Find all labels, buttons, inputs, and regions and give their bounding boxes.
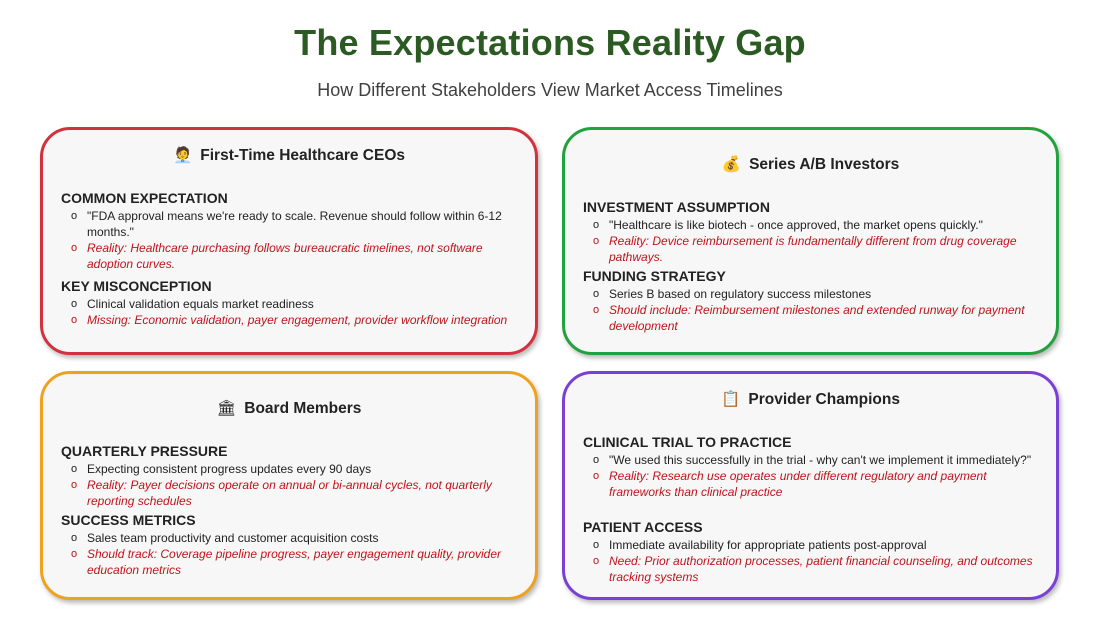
card-title: Series A/B Investors <box>749 156 900 173</box>
list-item: o Should include: Reimbursement milestone… <box>583 302 1038 334</box>
list-item: o Should track: Coverage pipeline progres… <box>61 546 517 578</box>
section-funding-strategy: FUNDING STRATEGY o Series B based on regu… <box>583 267 1038 334</box>
section-clinical-trial: CLINICAL TRIAL TO PRACTICE o "We used thi… <box>583 433 1038 500</box>
section-title: INVESTMENT ASSUMPTION <box>583 199 770 215</box>
list-item: o Expecting consistent progress updates e… <box>61 461 517 477</box>
money-bag-icon: 💰 <box>721 156 742 173</box>
item-text: Clinical validation equals market readin… <box>87 297 314 311</box>
item-text: Should include: Reimbursement milestones… <box>609 303 1025 333</box>
bullet: o <box>593 555 600 567</box>
list-item: o "FDA approval means we're ready to scal… <box>61 208 517 240</box>
card-header: 💰 Series A/B Investors <box>565 155 1056 174</box>
page-title: The Expectations Reality Gap <box>294 22 806 63</box>
section-title: KEY MISCONCEPTION <box>61 278 212 294</box>
list-item: o Series B based on regulatory success mi… <box>583 286 1038 302</box>
section-title: COMMON EXPECTATION <box>61 190 228 206</box>
section-title: SUCCESS METRICS <box>61 512 196 528</box>
bullet: o <box>71 314 78 326</box>
list-item: o Reality: Research use operates under di… <box>583 468 1038 500</box>
person-icon: 🧑‍💼 <box>172 147 193 164</box>
clipboard-medical-icon: 📋 <box>721 391 741 408</box>
list-item: o Clinical validation equals market readi… <box>61 296 517 312</box>
list-item: o Sales team productivity and customer ac… <box>61 530 517 546</box>
section-quarterly-pressure: QUARTERLY PRESSURE o Expecting consistent… <box>61 442 517 509</box>
item-text: Should track: Coverage pipeline progress… <box>87 547 502 577</box>
list-item: o Immediate availability for appropriate … <box>583 537 1038 553</box>
section-success-metrics: SUCCESS METRICS o Sales team productivity… <box>61 511 517 578</box>
item-text: Reality: Device reimbursement is fundame… <box>609 234 1017 264</box>
bullet: o <box>71 548 78 560</box>
list-item: o "Healthcare is like biotech - once appr… <box>583 217 1038 233</box>
card-providers: 📋 Provider Champions CLINICAL TRIAL TO PR… <box>562 371 1059 600</box>
card-header: 🏛 Board Members <box>43 399 535 418</box>
page-subtitle: How Different Stakeholders View Market A… <box>317 80 783 100</box>
list-item: o Need: Prior authorization processes, pa… <box>583 553 1038 585</box>
section-title: PATIENT ACCESS <box>583 519 703 535</box>
item-text: "Healthcare is like biotech - once appro… <box>609 218 983 232</box>
item-text: Immediate availability for appropriate p… <box>609 538 927 552</box>
card-title: Provider Champions <box>748 391 900 408</box>
bullet: o <box>71 242 78 254</box>
section-title: CLINICAL TRIAL TO PRACTICE <box>583 434 792 450</box>
list-item: o Reality: Device reimbursement is fundam… <box>583 233 1038 265</box>
card-header: 🧑‍💼 First-Time Healthcare CEOs <box>43 146 535 165</box>
list-item: o Reality: Payer decisions operate on ann… <box>61 477 517 509</box>
item-text: Sales team productivity and customer acq… <box>87 531 379 545</box>
card-title: Board Members <box>244 400 362 417</box>
bank-building-icon: 🏛 <box>216 400 237 417</box>
bullet: o <box>71 463 78 475</box>
item-text: Reality: Healthcare purchasing follows b… <box>87 241 483 271</box>
card-title: First-Time Healthcare CEOs <box>200 147 406 164</box>
section-common-expectation: COMMON EXPECTATION o "FDA approval means … <box>61 189 517 272</box>
item-text: Reality: Payer decisions operate on annu… <box>87 478 492 508</box>
section-title: QUARTERLY PRESSURE <box>61 443 228 459</box>
bullet: o <box>593 219 600 231</box>
bullet: o <box>593 454 600 466</box>
section-key-misconception: KEY MISCONCEPTION o Clinical validation e… <box>61 277 517 328</box>
bullet: o <box>71 298 78 310</box>
bullet: o <box>71 210 78 222</box>
bullet: o <box>593 470 600 482</box>
section-title: FUNDING STRATEGY <box>583 268 726 284</box>
bullet: o <box>593 304 600 316</box>
list-item: o Missing: Economic validation, payer eng… <box>61 312 517 328</box>
item-text: Series B based on regulatory success mil… <box>609 287 872 301</box>
bullet: o <box>71 479 78 491</box>
bullet: o <box>593 539 600 551</box>
bullet: o <box>71 532 78 544</box>
item-text: Reality: Research use operates under dif… <box>609 469 987 499</box>
list-item: o Reality: Healthcare purchasing follows … <box>61 240 517 272</box>
list-item: o "We used this successfully in the trial… <box>583 452 1038 468</box>
item-text: "We used this successfully in the trial … <box>609 453 1032 467</box>
section-investment-assumption: INVESTMENT ASSUMPTION o "Healthcare is li… <box>583 198 1038 265</box>
bullet: o <box>593 235 600 247</box>
bullet: o <box>593 288 600 300</box>
card-investors: 💰 Series A/B Investors INVESTMENT ASSUMPT… <box>562 127 1059 355</box>
item-text: "FDA approval means we're ready to scale… <box>87 209 502 239</box>
card-board: 🏛 Board Members QUARTERLY PRESSURE o Expec… <box>40 371 538 600</box>
item-text: Missing: Economic validation, payer enga… <box>87 313 508 327</box>
item-text: Expecting consistent progress updates ev… <box>87 462 372 476</box>
card-header: 📋 Provider Champions <box>565 390 1056 409</box>
section-patient-access: PATIENT ACCESS o Immediate availability f… <box>583 518 1038 585</box>
card-ceos: 🧑‍💼 First-Time Healthcare CEOs COMMON EXP… <box>40 127 538 355</box>
item-text: Need: Prior authorization processes, pat… <box>609 554 1033 584</box>
